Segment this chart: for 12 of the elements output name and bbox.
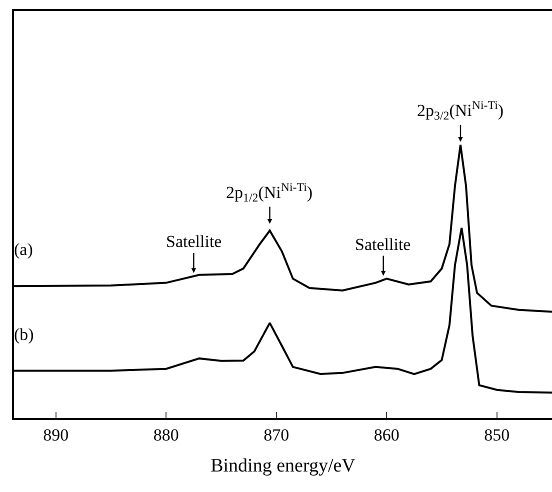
annotation: Satellite — [166, 232, 222, 251]
series-label: (a) — [14, 240, 33, 259]
annotation: Satellite — [355, 235, 411, 254]
x-axis-title: Binding energy/eV — [210, 456, 356, 477]
annotation: 2p$_{3/2}$(Ni$^{Ni-Ti}$) — [417, 98, 504, 123]
x-tick-label: 870 — [264, 425, 290, 444]
annotation: 2p$_{1/2}$(Ni$^{Ni-Ti}$) — [226, 180, 313, 205]
x-tick-label: 860 — [374, 425, 400, 444]
x-tick-label: 850 — [484, 425, 510, 444]
series-label: (b) — [14, 325, 34, 344]
x-tick-label: 890 — [43, 425, 69, 444]
x-tick-label: 880 — [153, 425, 179, 444]
